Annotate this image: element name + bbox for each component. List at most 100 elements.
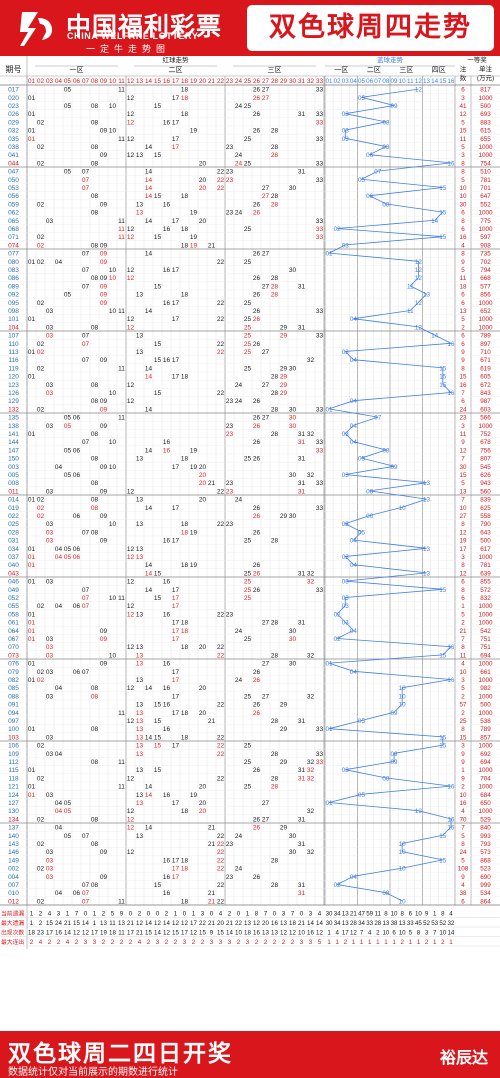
red-ball-mark: 31 <box>298 439 306 446</box>
red-ball-mark: 08 <box>91 693 99 700</box>
red-stat-value: 14 <box>82 920 89 927</box>
red-stat-value: 15 <box>145 929 152 936</box>
red-ball-mark: 08 <box>91 685 99 692</box>
blue-ball-mark: 15 <box>439 374 447 381</box>
red-ball-mark: 12 <box>127 546 135 553</box>
period-label: 150 <box>8 456 19 463</box>
period-label: 056 <box>8 193 19 200</box>
red-ball-mark: 22 <box>217 185 225 192</box>
blue-ball-mark: 09 <box>391 103 399 110</box>
red-ball-mark: 08 <box>91 103 99 110</box>
red-ball-mark: 02 <box>37 841 45 848</box>
red-ball-mark: 18 <box>181 620 189 627</box>
red-ball-mark: 22 <box>217 866 225 873</box>
red-ball-mark: 26 <box>253 316 261 323</box>
red-stat-value: 16 <box>253 929 260 936</box>
period-label: 007 <box>8 882 19 889</box>
period-label: 082 <box>8 677 19 684</box>
red-ball-mark: 31 <box>298 456 306 463</box>
red-ball-mark: 23 <box>226 521 234 528</box>
prize-amount: 756 <box>480 447 491 454</box>
red-stat-value: 10 <box>298 929 305 936</box>
period-label: 040 <box>8 562 19 569</box>
blue-stat-value: 28 <box>350 920 357 927</box>
red-ball-mark: 13 <box>136 497 144 504</box>
winners-count: 25 <box>459 718 467 725</box>
red-ball-mark: 22 <box>217 882 225 889</box>
blue-number-label: 08 <box>382 78 390 85</box>
red-stat-value: 12 <box>73 929 80 936</box>
red-ball-mark: 04 <box>55 825 63 832</box>
red-ball-mark: 09 <box>100 152 108 159</box>
red-ball-mark: 05 <box>64 472 72 479</box>
red-ball-mark: 32 <box>307 357 315 364</box>
red-stat-value: 17 <box>46 929 53 936</box>
prize-amount: 817 <box>480 87 491 94</box>
blue-stat-value: 14 <box>447 929 454 936</box>
red-ball-mark: 30 <box>289 513 297 520</box>
red-ball-mark: 05 <box>64 292 72 299</box>
red-ball-mark: 13 <box>136 661 144 668</box>
red-ball-mark: 10 <box>109 128 117 135</box>
red-ball-mark: 30 <box>289 365 297 372</box>
period-label: 004 <box>8 874 19 881</box>
blue-ball-mark: 13 <box>423 497 431 504</box>
red-ball-mark: 14 <box>145 144 153 151</box>
prize-amount: 1000 <box>478 324 493 331</box>
period-label: 083 <box>8 267 19 274</box>
red-stat-value: 18 <box>109 929 116 936</box>
red-ball-mark: 02 <box>37 259 45 266</box>
title-box: 双色球周四走势 <box>247 5 494 51</box>
red-ball-mark: 11 <box>118 218 125 225</box>
red-ball-mark: 22 <box>217 300 225 307</box>
red-stat-value: 4 <box>66 939 70 946</box>
footer-banner: 双色球周二四日开奖 数据统计仅对当前展示的期数进行统计 裕辰达 <box>0 1031 500 1078</box>
blue-number-label: 11 <box>407 78 414 85</box>
red-ball-mark: 27 <box>262 816 270 823</box>
blue-zone-label: 三区 <box>399 66 413 74</box>
blue-ball-mark: 08 <box>382 144 390 151</box>
blue-ball-mark: 03 <box>342 136 350 143</box>
prize-amount: 655 <box>480 136 491 143</box>
red-number-label: 33 <box>316 78 324 85</box>
red-ball-mark: 03 <box>46 488 54 495</box>
red-ball-mark: 18 <box>181 193 189 200</box>
red-ball-mark: 22 <box>217 652 225 659</box>
red-ball-mark: 02 <box>37 144 45 151</box>
red-ball-mark: 07 <box>82 251 90 258</box>
red-ball-mark: 22 <box>217 841 225 848</box>
prize-amount: 1000 <box>478 620 493 627</box>
red-ball-mark: 28 <box>271 406 279 413</box>
prize-amount: 661 <box>480 669 491 676</box>
winners-count: 30 <box>459 201 467 208</box>
red-ball-mark: 11 <box>118 595 125 602</box>
red-ball-mark: 23 <box>226 398 234 405</box>
prize-amount: 573 <box>480 849 491 856</box>
red-stat-value: 2 <box>39 920 43 927</box>
period-label: 025 <box>8 521 19 528</box>
red-ball-mark: 22 <box>217 390 225 397</box>
blue-ball-mark: 04 <box>350 439 358 446</box>
red-stat-value: 21 <box>127 920 134 927</box>
red-stat-value: 0 <box>129 910 133 917</box>
winners-count: 4 <box>461 242 465 249</box>
red-stat-value: 21 <box>298 920 305 927</box>
period-label: 130 <box>8 808 19 815</box>
red-ball-mark: 06 <box>73 447 81 454</box>
red-stat-value: 2 <box>147 939 151 946</box>
red-ball-mark: 13 <box>136 710 144 717</box>
prize-amount: 1000 <box>478 743 493 750</box>
winners-count: 13 <box>459 308 467 315</box>
red-ball-mark: 09 <box>100 275 108 282</box>
blue-stat-value: 11 <box>375 910 382 917</box>
prize-amount: 560 <box>480 488 491 495</box>
red-ball-mark: 22 <box>217 521 225 528</box>
winners-count: 6 <box>461 292 465 299</box>
red-ball-mark: 26 <box>253 423 261 430</box>
winners-count: 3 <box>461 743 465 750</box>
blue-stat-value: 13 <box>399 920 406 927</box>
red-number-label: 13 <box>136 78 144 85</box>
period-label: 085 <box>8 685 19 692</box>
blue-stat-value: 5 <box>409 929 413 936</box>
red-ball-mark: 15 <box>154 743 162 750</box>
